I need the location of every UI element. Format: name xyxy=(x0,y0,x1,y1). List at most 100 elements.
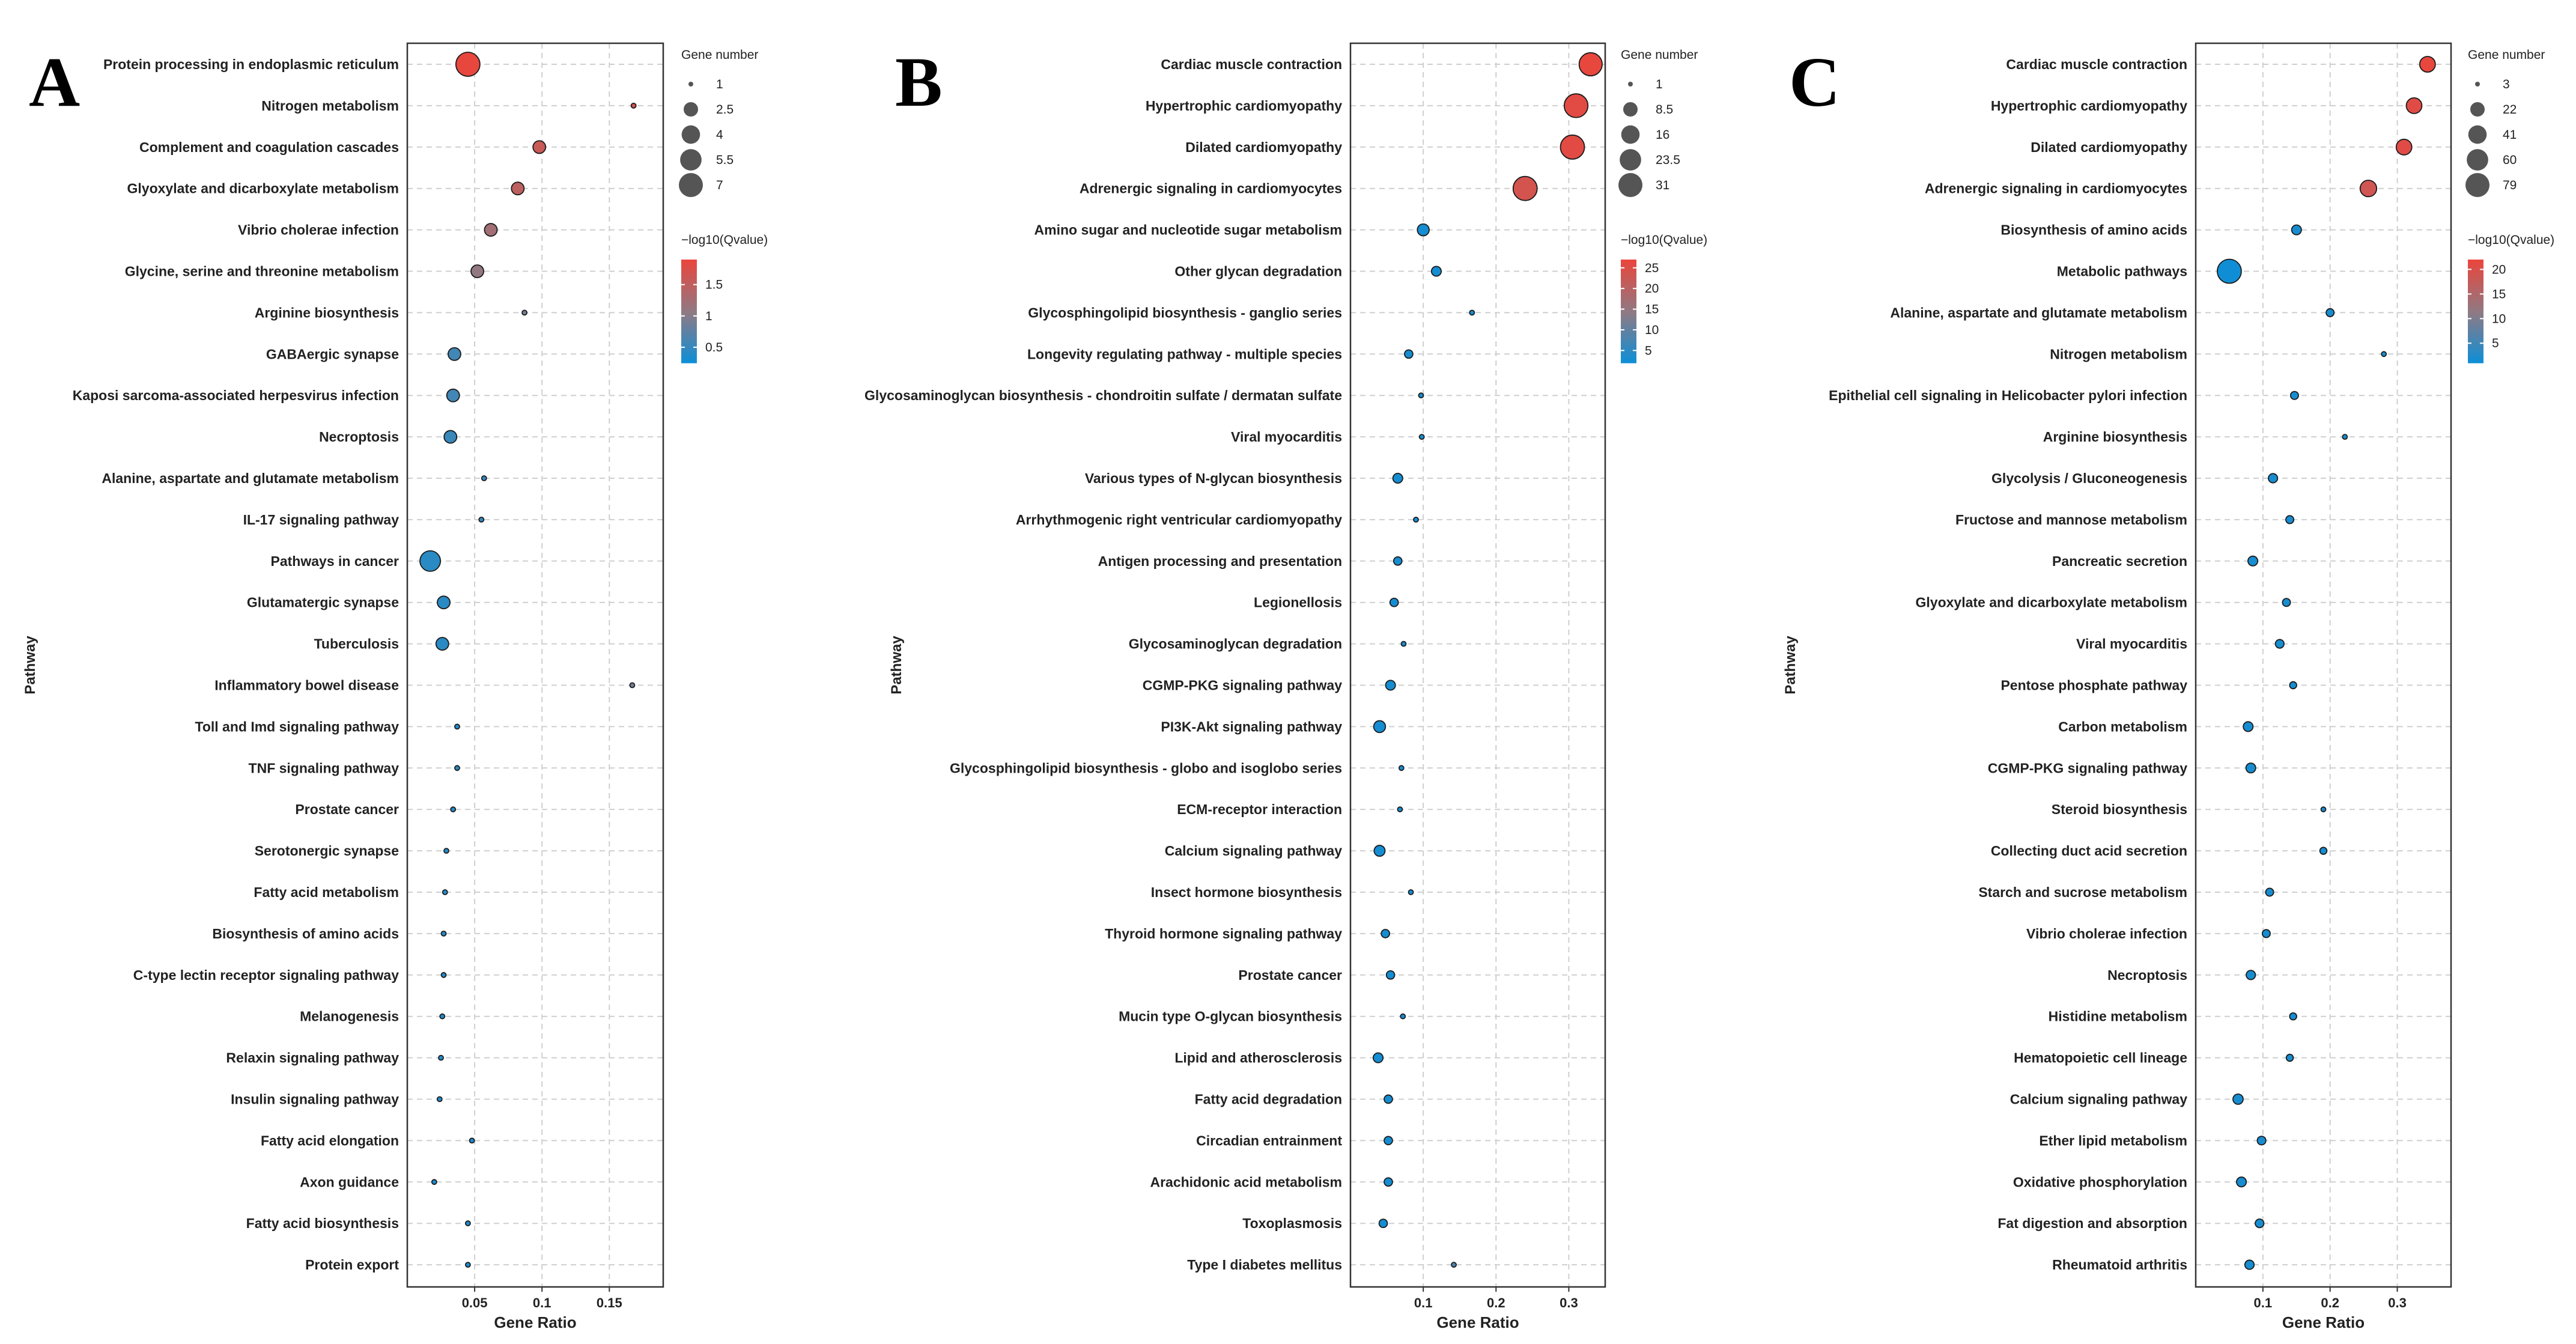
data-point xyxy=(2256,1136,2267,1146)
data-point xyxy=(484,223,498,237)
pathway-label: Cardiac muscle contraction xyxy=(2006,56,2187,72)
color-legend-label: 10 xyxy=(1645,323,1659,337)
panel-label: B xyxy=(895,43,943,121)
color-bar-segment xyxy=(681,326,697,330)
data-point xyxy=(454,765,460,771)
pathway-label: Melanogenesis xyxy=(300,1009,399,1024)
data-point xyxy=(435,637,449,651)
color-bar-segment xyxy=(681,324,697,327)
data-point xyxy=(1469,309,1475,316)
color-bar-segment xyxy=(681,347,697,351)
color-bar-segment xyxy=(681,355,697,358)
data-point xyxy=(436,1096,443,1102)
x-axis-title: Gene Ratio xyxy=(2282,1313,2365,1331)
size-legend-label: 16 xyxy=(1656,128,1669,142)
pathway-label: Glycine, serine and threonine metabolism xyxy=(125,264,399,279)
color-bar-segment xyxy=(681,282,697,286)
color-legend-label: 20 xyxy=(1645,282,1659,296)
grid xyxy=(407,43,663,1287)
pathway-label: Adrenergic signaling in cardiomyocytes xyxy=(1080,181,1342,196)
color-bar-segment xyxy=(681,285,697,288)
data-point xyxy=(442,889,448,895)
pathway-label: ECM-receptor interaction xyxy=(1177,801,1342,817)
data-point xyxy=(2244,1259,2255,1270)
color-bar-segment xyxy=(681,311,697,314)
color-bar-segment xyxy=(681,288,697,291)
pathway-label: Biosynthesis of amino acids xyxy=(212,926,399,941)
panel-label: C xyxy=(1789,43,1840,121)
color-bar-segment xyxy=(681,339,697,343)
color-bar-segment xyxy=(681,278,697,281)
data-point xyxy=(478,517,485,523)
pathway-label: Thyroid hormone signaling pathway xyxy=(1105,926,1342,941)
data-point xyxy=(1563,93,1589,118)
color-bar-segment xyxy=(1621,262,1636,266)
pathway-label: Glyoxylate and dicarboxylate metabolism xyxy=(127,181,399,196)
pathway-label: Hematopoietic cell lineage xyxy=(2014,1050,2187,1066)
data-point xyxy=(1400,1013,1406,1020)
size-legend-label: 3 xyxy=(2503,78,2510,91)
data-point xyxy=(511,181,525,196)
pathway-label: Axon guidance xyxy=(300,1174,399,1190)
data-point xyxy=(1397,806,1403,813)
color-bar-segment xyxy=(1621,282,1636,286)
color-bar-segment xyxy=(1621,264,1636,268)
color-bar-segment xyxy=(2468,272,2483,276)
data-point xyxy=(470,264,485,278)
color-bar-segment xyxy=(1621,288,1636,291)
size-legend-dot xyxy=(2467,149,2488,171)
pathway-label: TNF signaling pathway xyxy=(249,760,399,776)
color-bar-segment xyxy=(1621,337,1636,340)
color-bar-segment xyxy=(1621,347,1636,351)
color-bar-segment xyxy=(681,300,697,304)
data-point xyxy=(2289,681,2297,690)
x-tick-label: 0.1 xyxy=(533,1295,551,1310)
color-bar-segment xyxy=(1621,270,1636,273)
color-legend-label: 1 xyxy=(705,309,712,323)
color-bar-segment xyxy=(681,306,697,309)
data-point xyxy=(1418,434,1425,440)
color-bar-segment xyxy=(1621,360,1636,363)
color-bar-segment xyxy=(1621,339,1636,343)
data-point xyxy=(2243,721,2254,732)
pathway-label: Tuberculosis xyxy=(314,636,399,652)
data-point xyxy=(1404,349,1414,359)
panel-label: A xyxy=(29,43,80,121)
color-bar-segment xyxy=(681,316,697,320)
pathway-label: Insulin signaling pathway xyxy=(231,1092,399,1107)
color-bar-segment xyxy=(681,275,697,278)
color-bar-segment xyxy=(681,332,697,335)
panel-b: B Cardiac muscle contraction Hypertrophic … xyxy=(864,42,1707,1331)
data-point xyxy=(1417,223,1430,237)
color-legend-label: 1.5 xyxy=(705,278,723,292)
x-axis-title: Gene Ratio xyxy=(1436,1313,1519,1331)
color-legend: −log10(Qvalue) 0.5 1 1.5 xyxy=(681,233,768,363)
color-bar-segment xyxy=(2468,360,2483,363)
data-point xyxy=(1578,52,1603,77)
pathway-label: PI3K-Akt signaling pathway xyxy=(1161,719,1342,734)
data-point xyxy=(455,52,481,77)
panel-a: A Protein processing in endoplasmic retic… xyxy=(22,42,768,1331)
data-point xyxy=(1384,1094,1393,1104)
color-bar-segment xyxy=(681,272,697,276)
x-tick-label: 0.3 xyxy=(1560,1295,1578,1310)
pathway-label: Vibrio cholerae infection xyxy=(2026,926,2187,941)
pathway-label: Arachidonic acid metabolism xyxy=(1150,1174,1342,1190)
data-point xyxy=(1385,970,1396,980)
color-bar-segment xyxy=(1621,267,1636,270)
data-point xyxy=(1381,929,1390,938)
pathway-label: Nitrogen metabolism xyxy=(261,98,399,114)
data-point xyxy=(454,723,460,730)
data-point xyxy=(2285,515,2295,525)
color-bar-segment xyxy=(681,267,697,270)
color-legend-label: 10 xyxy=(2492,312,2506,326)
data-point xyxy=(464,1220,471,1227)
data-point xyxy=(1451,1262,1457,1268)
panel-c: C Cardiac muscle contraction Hypertrophic … xyxy=(1782,42,2554,1331)
color-bar-segment xyxy=(2468,290,2483,294)
pathway-label: Biosynthesis of amino acids xyxy=(2000,222,2187,238)
size-legend-title: Gene number xyxy=(1621,48,1698,62)
color-bar-segment xyxy=(1621,350,1636,353)
color-bar-segment xyxy=(681,264,697,268)
x-axis: 0.05 0.1 0.15 Gene Ratio xyxy=(462,1287,622,1331)
